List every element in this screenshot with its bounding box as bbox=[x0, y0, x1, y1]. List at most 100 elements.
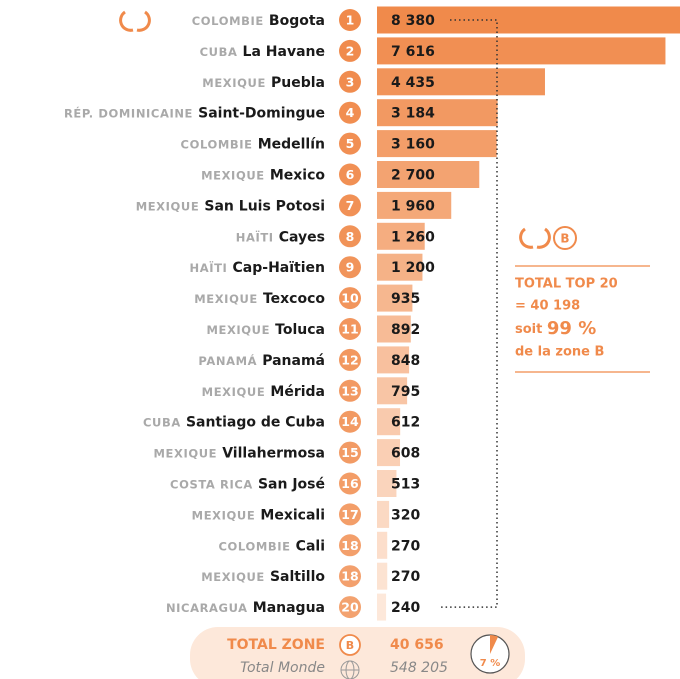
rank: 20 bbox=[341, 600, 359, 615]
bar bbox=[377, 99, 498, 127]
row-label: HAÏTI Cayes bbox=[236, 227, 325, 246]
bar bbox=[377, 161, 480, 188]
city: Cayes bbox=[279, 229, 325, 245]
row-label: RÉP. DOMINICAINE Saint-Domingue bbox=[64, 103, 325, 122]
globe-icon bbox=[340, 660, 360, 679]
city: Toluca bbox=[275, 322, 325, 338]
box-line: TOTAL TOP 20 bbox=[515, 277, 618, 292]
city: Saltillo bbox=[270, 569, 325, 585]
row-label: MEXIQUE Villahermosa bbox=[153, 443, 325, 462]
pie-slice bbox=[490, 635, 499, 654]
rank: 4 bbox=[346, 105, 355, 120]
value-label: 7 616 bbox=[391, 44, 435, 60]
rank: 8 bbox=[346, 229, 355, 244]
box-line: de la zone B bbox=[515, 345, 604, 360]
rank-badge bbox=[339, 410, 361, 433]
city: Cali bbox=[296, 538, 325, 554]
share-value: 99 % bbox=[547, 318, 596, 339]
row-label: CUBA La Havane bbox=[200, 41, 325, 60]
country: COSTA RICA bbox=[170, 477, 253, 491]
share-prefix: soit bbox=[515, 322, 542, 337]
rank-badge bbox=[339, 256, 361, 279]
rank-badge bbox=[339, 132, 361, 155]
total-label: TOTAL ZONE bbox=[227, 637, 325, 653]
bar bbox=[377, 346, 410, 374]
zone-letter: B bbox=[346, 639, 354, 652]
row-label: MEXIQUE Mexicali bbox=[192, 505, 325, 524]
rank-badge bbox=[339, 287, 361, 310]
city: Mexico bbox=[270, 168, 326, 184]
country: MEXIQUE bbox=[206, 323, 270, 337]
country: MEXIQUE bbox=[136, 199, 200, 213]
bar bbox=[377, 37, 666, 65]
bar bbox=[377, 531, 388, 559]
value-label: 270 bbox=[391, 538, 420, 554]
rank: 18 bbox=[341, 569, 358, 584]
rank: 1 bbox=[346, 13, 355, 28]
row-label: MEXIQUE San Luis Potosi bbox=[136, 196, 325, 215]
total-value: 40 656 bbox=[390, 637, 444, 653]
rank: 17 bbox=[341, 507, 358, 522]
rank: 13 bbox=[341, 383, 358, 398]
value-label: 935 bbox=[391, 291, 420, 307]
rank-badge bbox=[339, 39, 361, 62]
row-label: NICARAGUA Managua bbox=[166, 598, 325, 617]
city: Villahermosa bbox=[222, 446, 325, 462]
rank: 16 bbox=[341, 476, 359, 491]
rank: 11 bbox=[341, 322, 358, 337]
bracket bbox=[440, 19, 498, 608]
rank-badge bbox=[339, 472, 361, 495]
value-label: 270 bbox=[391, 569, 420, 585]
bar bbox=[377, 191, 452, 219]
zone-badge bbox=[553, 226, 577, 250]
bar bbox=[377, 439, 401, 467]
rank-badge bbox=[339, 379, 361, 402]
country: PANAMÁ bbox=[198, 352, 257, 367]
rank: 9 bbox=[346, 260, 355, 275]
bar bbox=[377, 253, 423, 281]
country: COLOMBIE bbox=[192, 14, 264, 28]
rank-badge bbox=[339, 70, 361, 93]
row-label: PANAMÁ Panamá bbox=[198, 350, 325, 369]
row-label: HAÏTI Cap-Haïtien bbox=[189, 258, 325, 277]
world-label: Total Monde bbox=[240, 660, 325, 676]
country: MEXIQUE bbox=[153, 446, 217, 460]
laurel-icon bbox=[119, 10, 151, 32]
country: MEXIQUE bbox=[201, 570, 265, 584]
rank-badge bbox=[339, 596, 361, 619]
country: RÉP. DOMINICAINE bbox=[64, 105, 193, 120]
value-label: 848 bbox=[391, 353, 420, 369]
bar bbox=[377, 130, 497, 158]
rank: 10 bbox=[341, 291, 359, 306]
value-label: 4 435 bbox=[391, 75, 435, 91]
rank-badge bbox=[339, 534, 361, 557]
value-label: 240 bbox=[391, 600, 420, 616]
row-label: MEXIQUE Mérida bbox=[202, 381, 325, 400]
city: Puebla bbox=[271, 75, 325, 91]
city: Saint-Domingue bbox=[198, 106, 325, 122]
rank: 2 bbox=[346, 43, 355, 58]
value-label: 320 bbox=[391, 507, 420, 523]
country: CUBA bbox=[143, 415, 181, 429]
rank-badge bbox=[339, 318, 361, 340]
laurel-icon bbox=[519, 227, 551, 249]
country: MEXIQUE bbox=[202, 384, 266, 398]
country: HAÏTI bbox=[189, 260, 227, 275]
bar bbox=[377, 562, 388, 590]
box-share: soit 99 % bbox=[515, 318, 596, 339]
row-label: MEXIQUE Texcoco bbox=[194, 289, 325, 308]
rank-badge bbox=[339, 101, 361, 124]
value-label: 612 bbox=[391, 415, 420, 431]
bar bbox=[377, 222, 425, 250]
city: San Luis Potosi bbox=[204, 198, 325, 214]
rank-badge bbox=[339, 194, 361, 217]
rank: 7 bbox=[346, 198, 355, 213]
row-label: COLOMBIE Bogota bbox=[192, 11, 325, 30]
city: Panamá bbox=[262, 353, 325, 369]
rank: 5 bbox=[346, 136, 355, 151]
city: San José bbox=[258, 477, 325, 493]
city: Mexicali bbox=[260, 507, 325, 523]
country: CUBA bbox=[200, 44, 238, 58]
rank: 18 bbox=[341, 538, 358, 553]
